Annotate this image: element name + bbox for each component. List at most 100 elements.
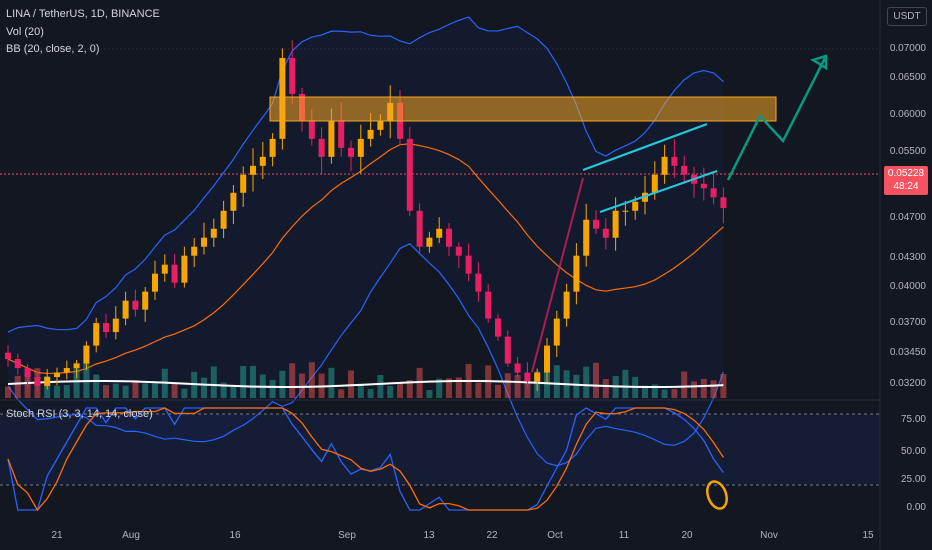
candle-body <box>700 183 707 189</box>
volume-bar <box>357 383 364 398</box>
candle-body <box>269 138 276 157</box>
time-tick: 21 <box>51 530 63 541</box>
volume-bar <box>681 371 688 398</box>
candle-body <box>122 300 129 319</box>
stoch-tick: 50.00 <box>900 446 926 457</box>
price-tick: 0.03200 <box>889 378 926 389</box>
volume-bar <box>142 383 149 398</box>
candle-body <box>132 300 139 310</box>
candle-body <box>367 129 374 139</box>
candle-body <box>24 368 31 378</box>
volume-bar <box>583 366 590 398</box>
stoch-tick: 75.00 <box>900 414 926 425</box>
stoch-band <box>0 414 880 485</box>
candle-body <box>602 228 609 238</box>
drawing-trendlines[interactable] <box>531 54 828 373</box>
price-tick: 0.03450 <box>889 347 926 358</box>
volume-bar <box>230 386 237 398</box>
trendline-rise <box>531 177 584 373</box>
time-tick: Oct <box>547 530 563 541</box>
candle-body <box>632 201 639 211</box>
time-tick: 22 <box>486 530 498 541</box>
volume-bar <box>5 386 11 398</box>
candle-body <box>671 156 678 166</box>
candle-body <box>416 210 423 247</box>
volume-bar <box>377 374 384 398</box>
grid <box>0 48 880 175</box>
stoch-d-line <box>7 407 724 512</box>
volume-bar <box>93 374 100 398</box>
volume-bar <box>397 382 403 398</box>
volume-bar <box>602 379 609 398</box>
volume-ma-line <box>7 380 724 388</box>
candle-body <box>651 174 658 193</box>
candle-body <box>240 174 247 193</box>
candle-body <box>504 336 511 364</box>
candle-body <box>230 192 237 211</box>
candle-body <box>14 359 21 369</box>
candle-body <box>54 372 60 378</box>
currency-selector[interactable]: USDT <box>887 7 927 26</box>
volume-bar <box>220 382 227 398</box>
volume-bar <box>132 380 139 398</box>
stoch-circle-annotation[interactable] <box>704 479 730 511</box>
stoch-rsi-lines <box>7 407 724 512</box>
volume-bar <box>436 378 443 398</box>
volume-bar <box>622 369 629 398</box>
candle-body <box>475 273 482 292</box>
bb-basis-line <box>7 143 724 375</box>
volume-bar <box>544 371 550 398</box>
time-tick: Aug <box>122 530 140 541</box>
candle-body <box>348 147 354 157</box>
volume-bar <box>710 380 717 398</box>
volume-indicator-label[interactable]: Vol (20) <box>6 26 44 38</box>
candle-body <box>681 165 688 175</box>
price-tick: 0.03700 <box>889 317 926 328</box>
resistance-zone[interactable] <box>269 96 777 122</box>
volume-bar <box>308 362 315 398</box>
candle-body <box>436 228 443 238</box>
price-tick: 0.04000 <box>889 281 926 292</box>
time-tick: Sep <box>338 530 356 541</box>
volume-bar <box>289 363 296 398</box>
volume-bar <box>269 379 276 398</box>
candle-body <box>220 210 227 229</box>
stoch-tick: 0.00 <box>906 502 926 513</box>
time-tick: 15 <box>862 530 874 541</box>
volume-bar <box>348 370 354 398</box>
volume-bar <box>446 378 452 398</box>
current-price-tag: 0.05228 48:24 <box>884 166 928 195</box>
volume-bar <box>338 389 345 398</box>
time-tick: 20 <box>681 530 693 541</box>
symbol-title[interactable]: LINA / TetherUS, 1D, BINANCE <box>6 8 160 20</box>
candle-body <box>308 120 315 139</box>
volume-bar <box>122 385 129 398</box>
candle-body <box>103 323 109 333</box>
volume-bar <box>152 383 158 398</box>
price-tick: 0.05500 <box>889 146 926 157</box>
candle-body <box>142 291 149 310</box>
volume-bar <box>328 367 335 398</box>
wedge-lower-line <box>599 169 718 214</box>
candle-body <box>534 372 541 382</box>
bb-indicator-label[interactable]: BB (20, close, 2, 0) <box>6 43 100 55</box>
price-tick: 0.04700 <box>889 212 926 223</box>
candle-body <box>83 345 90 364</box>
volume-bar <box>671 389 678 398</box>
volume-bar <box>387 385 394 398</box>
stoch-indicator-label[interactable]: Stoch RSI (3, 3, 14, 14, close) <box>6 408 153 420</box>
candle-body <box>455 246 462 256</box>
candle-body <box>446 228 452 247</box>
volume-bar <box>700 378 707 398</box>
bar-countdown: 48:24 <box>893 181 919 192</box>
volume-bar <box>54 385 60 398</box>
candle-body <box>318 138 325 157</box>
volume-bar <box>642 385 648 398</box>
candle-body <box>73 363 80 369</box>
volume-bar <box>181 388 188 398</box>
volume-bar <box>279 370 286 398</box>
bb-upper-line <box>7 16 724 333</box>
volume-bar <box>210 366 217 398</box>
volume-bar <box>691 381 697 398</box>
